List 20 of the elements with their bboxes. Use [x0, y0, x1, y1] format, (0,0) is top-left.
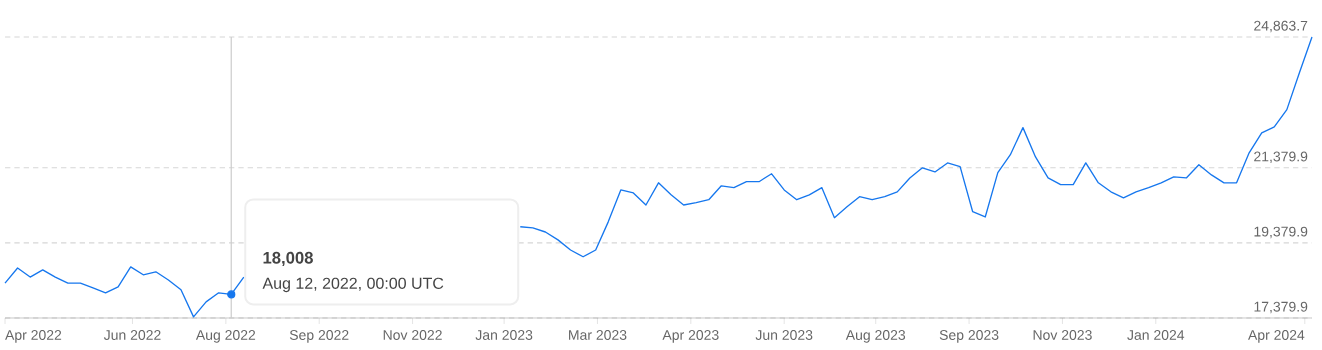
x-tick-label: Jan 2024 — [1127, 330, 1185, 340]
x-tick-label: Jun 2023 — [755, 330, 813, 340]
x-tick-label: Mar 2023 — [569, 330, 627, 340]
x-tick-label: Apr 2024 — [1248, 330, 1305, 343]
x-tick-label: Sep 2022 — [289, 330, 349, 343]
x-tick-label: Nov 2023 — [1033, 330, 1092, 340]
x-tick-label: Apr 2023 — [662, 330, 719, 343]
x-tick-label: Nov 2022 — [383, 330, 442, 340]
x-tick-label: Aug 2023 — [845, 330, 906, 343]
x-tick-label: Aug 2022 — [195, 330, 256, 343]
y-tick-label: 19,379.9 — [1254, 226, 1308, 239]
x-tick-label: Sep 2023 — [939, 330, 999, 343]
x-tick-label: Jan 2023 — [475, 330, 533, 340]
y-tick-label: 24,863.7 — [1254, 20, 1308, 33]
y-tick-label: 21,379.9 — [1254, 151, 1308, 164]
y-tick-label: 17,379.9 — [1254, 301, 1308, 314]
annotation: 18,008 — [263, 251, 313, 267]
annotation: Aug 12, 2022, 00:00 UTC — [262, 277, 444, 293]
x-tick-label: Jun 2022 — [103, 330, 161, 340]
x-tick-label: Apr 2022 — [5, 330, 62, 343]
